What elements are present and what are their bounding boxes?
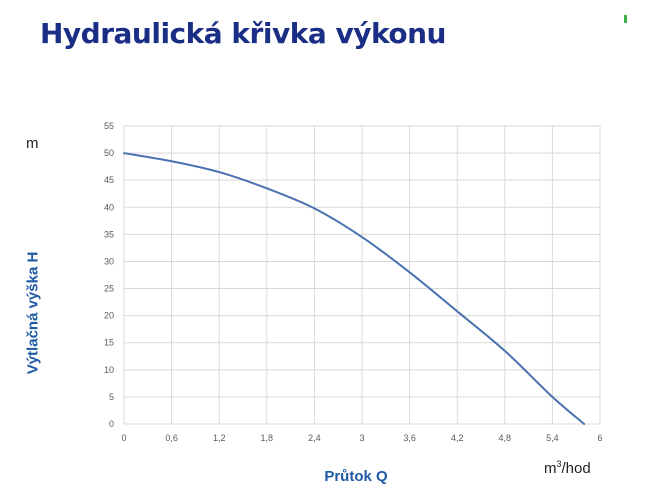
x-axis-title: Průtok Q — [324, 468, 388, 485]
series-group — [123, 152, 586, 425]
x-tick-label: 5,4 — [546, 433, 559, 443]
x-tick-label: 3 — [359, 433, 364, 443]
x-tick-label: 0 — [121, 433, 126, 443]
y-tick-label: 35 — [104, 229, 114, 239]
y-tick-label: 55 — [104, 121, 114, 131]
x-unit-base: m — [544, 460, 557, 477]
y-axis-unit: m — [26, 135, 39, 152]
y-tick-label: 40 — [104, 202, 114, 212]
x-tick-label: 1,2 — [213, 433, 226, 443]
page-title: Hydraulická křivka výkonu — [40, 17, 446, 50]
x-tick-label: 2,4 — [308, 433, 321, 443]
x-tick-label: 4,8 — [499, 433, 512, 443]
x-tick-label: 0,6 — [165, 433, 178, 443]
y-tick-label: 15 — [104, 338, 114, 348]
x-unit-superscript: 3 — [556, 459, 562, 469]
x-tick-label: 3,6 — [403, 433, 416, 443]
x-tick-labels: 0 0,6 1,2 1,8 2,4 3 3,6 4,2 4,8 5,4 6 — [121, 433, 602, 443]
y-gridlines — [124, 125, 600, 425]
accent-mark — [624, 15, 627, 23]
y-tick-label: 0 — [109, 419, 114, 429]
x-gridlines — [123, 126, 601, 424]
y-tick-label: 10 — [104, 365, 114, 375]
y-tick-label: 20 — [104, 311, 114, 321]
series-line — [123, 152, 586, 425]
x-tick-label: 1,8 — [261, 433, 274, 443]
x-tick-label: 4,2 — [451, 433, 464, 443]
y-tick-label: 30 — [104, 256, 114, 266]
plot-area: 0 0,6 1,2 1,8 2,4 3 3,6 4,2 4,8 5,4 6 0 5 10 15 20 25 30… — [104, 121, 603, 443]
y-tick-label: 45 — [104, 175, 114, 185]
y-tick-labels: 0 5 10 15 20 25 30 35 40 45 50 55 — [104, 121, 114, 429]
y-tick-label: 50 — [104, 148, 114, 158]
x-unit-rest: /hod — [561, 460, 591, 477]
y-tick-label: 25 — [104, 284, 114, 294]
y-axis-title: Výtlačná výška H — [24, 251, 42, 375]
y-tick-label: 5 — [109, 392, 114, 402]
x-axis-unit: m3/hod — [544, 459, 591, 477]
x-tick-label: 6 — [597, 433, 602, 443]
